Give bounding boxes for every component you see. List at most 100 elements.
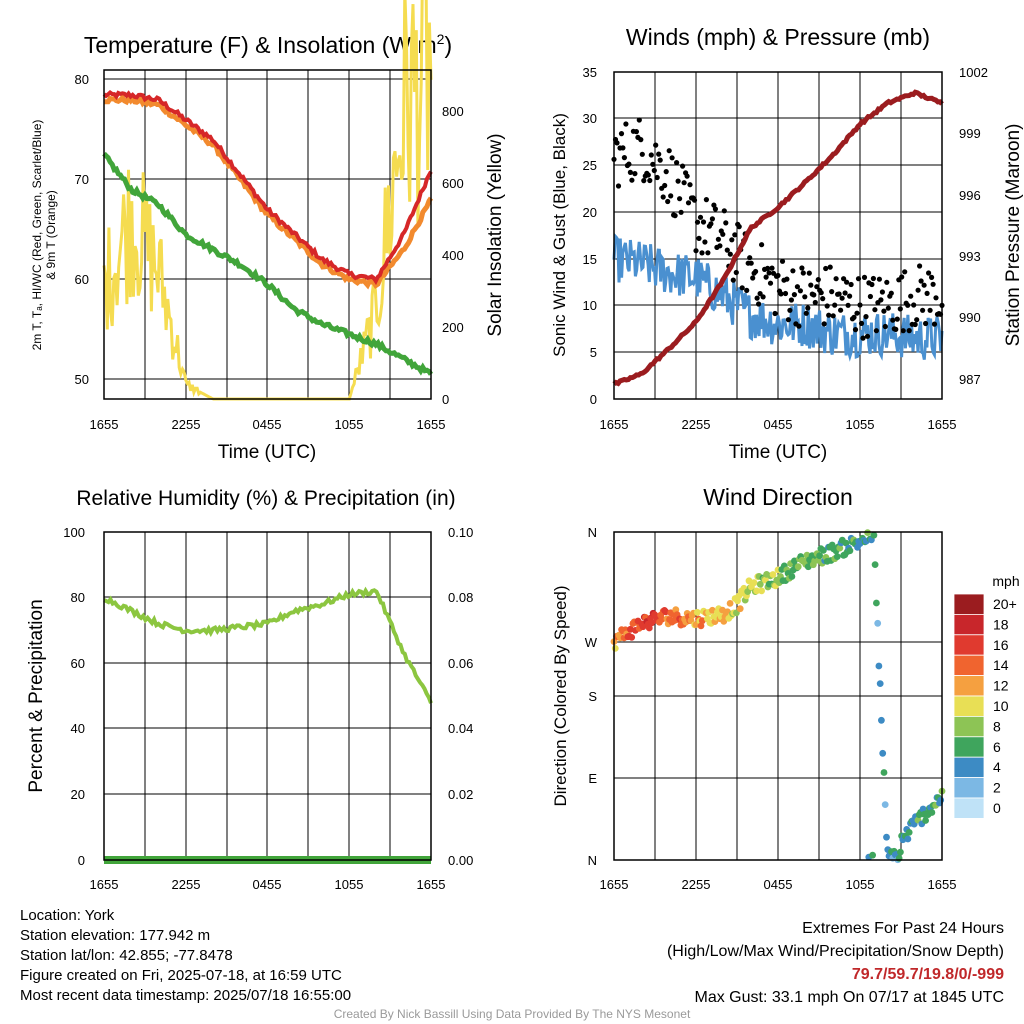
gust-point xyxy=(794,284,801,290)
gust-point xyxy=(858,320,865,326)
wind-ytick: 35 xyxy=(583,65,597,80)
direction-point xyxy=(883,833,890,841)
legend-swatch xyxy=(953,634,985,656)
gust-point xyxy=(657,157,663,163)
gust-point xyxy=(832,302,838,308)
dir-xtick: 0455 xyxy=(764,877,793,892)
wind-xtick: 1055 xyxy=(846,417,875,432)
gust-point xyxy=(623,121,629,127)
gust-point xyxy=(921,282,927,288)
gust-point xyxy=(650,161,656,167)
gust-point xyxy=(848,281,854,288)
gust-point xyxy=(894,316,900,322)
rh-y2tick: 0.00 xyxy=(448,853,473,868)
legend-label: 16 xyxy=(993,637,1009,653)
direction-point xyxy=(816,552,823,560)
rh-ytick: 60 xyxy=(71,656,85,671)
gust-point xyxy=(753,268,759,275)
gust-point xyxy=(715,236,722,242)
gust-point xyxy=(708,221,714,227)
gust-point xyxy=(629,177,635,183)
legend-label: 18 xyxy=(993,616,1009,632)
wind-xlabel: Time (UTC) xyxy=(729,442,828,463)
direction-point xyxy=(628,634,636,641)
gust-point xyxy=(615,183,622,189)
gust-point xyxy=(614,140,620,146)
legend-label: 6 xyxy=(993,739,1001,755)
gust-point xyxy=(802,294,808,300)
direction-frame xyxy=(613,531,943,861)
gust-point xyxy=(845,302,851,308)
temp-ylabel-2: & 9m T (Orange) xyxy=(44,190,58,280)
pressure-line xyxy=(612,89,944,387)
rh-y2tick: 0.02 xyxy=(448,787,473,802)
dir-ytick: N xyxy=(588,853,597,868)
wind-xtick: 0455 xyxy=(764,417,793,432)
gust-point xyxy=(867,293,874,300)
gust-point xyxy=(732,232,738,238)
gust-point xyxy=(818,290,824,296)
gust-point xyxy=(680,163,686,169)
rh-xtick: 2255 xyxy=(172,877,201,892)
gust-point xyxy=(760,294,766,300)
gust-point xyxy=(927,307,933,313)
legend-label: 14 xyxy=(993,657,1009,673)
gust-point xyxy=(700,219,707,225)
wind-xtick: 1655 xyxy=(600,417,629,432)
direction-point xyxy=(794,563,802,571)
winds-frame xyxy=(613,71,943,400)
gust-point xyxy=(729,237,735,243)
rh-y2tick: 0.06 xyxy=(448,656,473,671)
gust-point xyxy=(918,278,924,284)
station-info: Location: York Station elevation: 177.94… xyxy=(20,906,351,1006)
credit-text: Created By Nick Bassill Using Data Provi… xyxy=(333,1007,691,1021)
direction-panel: Wind Direction N W S E N 1655 2255 0455 … xyxy=(551,484,1020,892)
gust-point xyxy=(924,290,930,296)
legend-swatch xyxy=(953,716,985,738)
direction-title: Wind Direction xyxy=(703,484,853,510)
gust-point xyxy=(879,289,886,295)
gust-point xyxy=(626,161,632,167)
rh-y2tick: 0.04 xyxy=(448,721,473,736)
temp-ytick: 80 xyxy=(75,72,89,87)
gust-point xyxy=(696,235,702,241)
gust-point xyxy=(712,206,719,212)
direction-point xyxy=(836,544,844,552)
gust-point xyxy=(645,172,651,178)
dir-xtick: 1655 xyxy=(600,877,629,892)
gust-point xyxy=(675,178,681,184)
humidity-frame xyxy=(103,531,432,861)
gust-point xyxy=(820,296,826,302)
legend-swatch xyxy=(953,736,985,758)
gust-point xyxy=(666,148,672,154)
direction-point xyxy=(874,619,882,627)
gust-point xyxy=(899,274,905,280)
gust-point xyxy=(855,276,862,282)
gust-point xyxy=(785,317,792,323)
gust-point xyxy=(651,167,657,174)
gust-point xyxy=(772,310,778,317)
gust-point xyxy=(620,145,626,151)
temp-ylabel-1: 2m T, Tₐ, HI/WC (Red, Green, Scarlet/Blu… xyxy=(30,120,44,351)
direction-point xyxy=(697,622,705,630)
direction-points xyxy=(610,529,946,864)
direction-point xyxy=(648,619,656,627)
gust-point xyxy=(806,270,812,276)
gust-point xyxy=(662,182,668,189)
gust-point xyxy=(632,171,638,177)
gust-point xyxy=(923,320,929,327)
direction-point xyxy=(904,835,912,843)
gust-point xyxy=(653,142,659,148)
gust-point xyxy=(873,328,880,334)
direction-point xyxy=(869,851,876,859)
temperature-9m-line xyxy=(103,92,434,290)
direction-point xyxy=(753,587,760,595)
gust-point xyxy=(663,169,669,175)
gust-point xyxy=(860,335,866,341)
wind-ytick: 10 xyxy=(583,298,597,313)
rh-ytick: 40 xyxy=(71,721,85,736)
wind-y2label: Station Pressure (Maroon) xyxy=(1003,124,1024,347)
gust-point xyxy=(668,193,674,199)
gust-point xyxy=(799,265,805,271)
